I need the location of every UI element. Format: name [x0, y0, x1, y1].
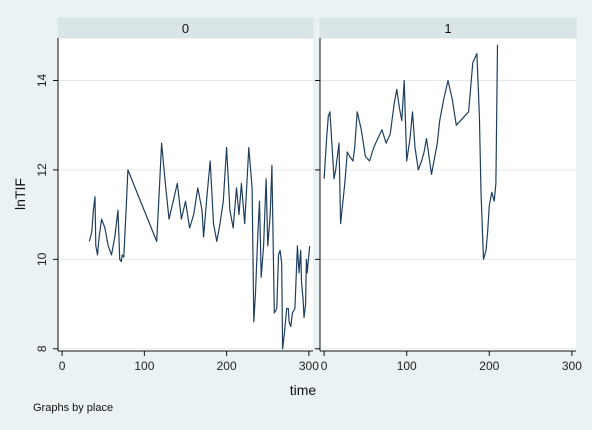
x-tick-label: 100	[134, 359, 154, 373]
x-tick-label: 200	[479, 359, 499, 373]
y-tick-label: 10	[35, 252, 49, 266]
y-tick-label: 14	[35, 73, 49, 87]
facet-strip	[57, 17, 314, 39]
y-tick-label: 8	[35, 345, 49, 352]
x-tick-label: 300	[299, 359, 319, 373]
x-tick-label: 300	[562, 359, 582, 373]
x-tick-label: 200	[217, 359, 237, 373]
x-tick-label: 0	[59, 359, 66, 373]
plot-area	[320, 38, 576, 351]
series-line	[88, 142, 311, 350]
graphs-by-note: Graphs by place	[33, 402, 113, 414]
panel-0: 0 8 10 12 14 0 100 200 300	[35, 17, 319, 373]
x-tick-label: 0	[321, 359, 328, 373]
y-tick-label: 12	[35, 163, 49, 177]
facet-strip	[319, 17, 577, 39]
series-line	[323, 44, 499, 260]
y-axis-title: lnTIF	[12, 178, 28, 210]
x-tick-label: 100	[397, 359, 417, 373]
facet-strip-label: 0	[182, 21, 189, 36]
facet-strip-label: 1	[444, 21, 451, 36]
panel-1: 1 0 100 200 300	[315, 17, 582, 373]
x-axis-title: time	[290, 382, 317, 398]
